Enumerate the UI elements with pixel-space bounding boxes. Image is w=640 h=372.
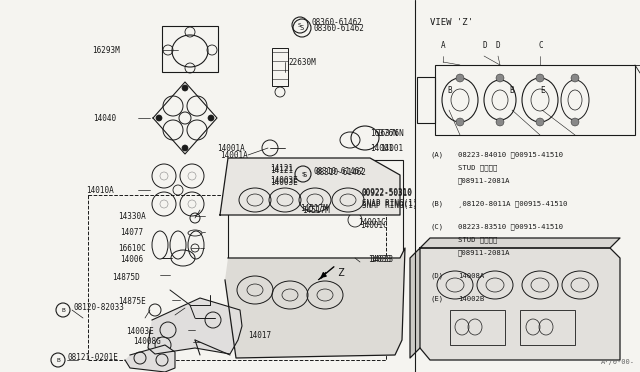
Polygon shape xyxy=(125,345,175,372)
Polygon shape xyxy=(420,248,620,360)
Text: S: S xyxy=(301,171,305,176)
Text: 00922-50310: 00922-50310 xyxy=(362,189,413,198)
Text: 14006: 14006 xyxy=(120,256,143,264)
Text: 14003E: 14003E xyxy=(126,327,154,337)
Text: Ⓚ08911-2081A: Ⓚ08911-2081A xyxy=(458,178,511,184)
Text: 14517M: 14517M xyxy=(302,205,330,215)
Bar xyxy=(162,26,218,72)
Polygon shape xyxy=(420,238,620,248)
Text: 14002B: 14002B xyxy=(458,296,484,302)
Text: 14517M: 14517M xyxy=(300,203,328,212)
Text: 14121: 14121 xyxy=(270,166,293,174)
Text: 16376N: 16376N xyxy=(376,128,404,138)
Text: SNAP RING(1): SNAP RING(1) xyxy=(362,201,417,209)
Text: ¸08120-8011A Ⓜ00915-41510: ¸08120-8011A Ⓜ00915-41510 xyxy=(458,201,568,207)
Polygon shape xyxy=(318,272,326,280)
Polygon shape xyxy=(220,158,400,215)
Text: 08121-0201E: 08121-0201E xyxy=(68,353,119,362)
Text: D: D xyxy=(495,41,500,50)
Text: A·/0·00-: A·/0·00- xyxy=(601,359,635,365)
Text: 14001: 14001 xyxy=(370,144,393,153)
Ellipse shape xyxy=(208,115,214,121)
Text: 08120-82033: 08120-82033 xyxy=(73,304,124,312)
Text: 14008A: 14008A xyxy=(458,273,484,279)
Text: B: B xyxy=(56,357,60,362)
Polygon shape xyxy=(410,248,420,358)
Text: 14001: 14001 xyxy=(380,144,403,153)
Text: 14033: 14033 xyxy=(368,256,391,264)
Text: S: S xyxy=(298,22,302,28)
Bar xyxy=(520,310,575,345)
Text: 14003E: 14003E xyxy=(270,177,298,186)
Text: 08360-61462: 08360-61462 xyxy=(311,17,362,26)
Text: 08310-61462: 08310-61462 xyxy=(314,167,365,176)
Text: S: S xyxy=(300,25,304,31)
Text: STUD スタッド: STUD スタッド xyxy=(458,237,497,243)
Text: 16293M: 16293M xyxy=(92,45,120,55)
Text: 08310-61462: 08310-61462 xyxy=(316,167,367,176)
Text: 08223-84010 Ⓜ00915-41510: 08223-84010 Ⓜ00915-41510 xyxy=(458,152,563,158)
Text: B: B xyxy=(447,86,452,94)
Ellipse shape xyxy=(496,118,504,126)
Text: Z: Z xyxy=(337,268,344,278)
Text: (A): (A) xyxy=(430,152,443,158)
Text: C: C xyxy=(538,41,543,50)
Text: (E): (E) xyxy=(430,296,443,302)
Ellipse shape xyxy=(536,74,544,82)
Text: (C): (C) xyxy=(430,224,443,230)
Text: 14010A: 14010A xyxy=(86,186,114,195)
Text: A: A xyxy=(441,41,446,50)
Text: VIEW 'Z': VIEW 'Z' xyxy=(430,17,473,26)
Text: E: E xyxy=(540,86,545,94)
Bar xyxy=(272,48,288,86)
Text: 14001A: 14001A xyxy=(217,144,244,153)
Bar xyxy=(417,77,435,123)
Ellipse shape xyxy=(182,145,188,151)
Text: 14875E: 14875E xyxy=(118,298,146,307)
Text: 14017: 14017 xyxy=(248,330,271,340)
Polygon shape xyxy=(148,298,242,354)
Text: 14001C: 14001C xyxy=(360,221,388,230)
Text: SNAP RING(1): SNAP RING(1) xyxy=(362,199,417,208)
Ellipse shape xyxy=(571,118,579,126)
Text: 14003E: 14003E xyxy=(270,176,298,185)
Text: 14001A: 14001A xyxy=(220,151,248,160)
Text: 14008G: 14008G xyxy=(133,337,161,346)
Bar xyxy=(88,195,386,360)
Ellipse shape xyxy=(156,115,162,121)
Text: Ⓚ08911-2081A: Ⓚ08911-2081A xyxy=(458,250,511,256)
Text: 08223-83510 Ⓜ00915-41510: 08223-83510 Ⓜ00915-41510 xyxy=(458,224,563,230)
Ellipse shape xyxy=(571,74,579,82)
Polygon shape xyxy=(225,248,405,358)
Ellipse shape xyxy=(456,74,464,82)
Text: D: D xyxy=(482,41,487,50)
Text: 00922-50310: 00922-50310 xyxy=(362,187,413,196)
Bar xyxy=(435,65,635,135)
Text: 14121: 14121 xyxy=(270,164,293,173)
Text: 08360-61462: 08360-61462 xyxy=(314,23,365,32)
Text: 14077: 14077 xyxy=(120,228,143,237)
Text: (D): (D) xyxy=(430,273,443,279)
Text: 16610C: 16610C xyxy=(118,244,146,253)
Text: (B): (B) xyxy=(430,201,443,207)
Bar xyxy=(228,160,403,258)
Text: 14001C: 14001C xyxy=(358,218,386,227)
Ellipse shape xyxy=(456,118,464,126)
Text: S: S xyxy=(303,172,307,178)
Text: 14875D: 14875D xyxy=(112,273,140,282)
Text: 14040: 14040 xyxy=(93,113,116,122)
Ellipse shape xyxy=(182,85,188,91)
Text: 14033: 14033 xyxy=(370,256,393,264)
Text: B: B xyxy=(61,308,65,312)
Ellipse shape xyxy=(536,118,544,126)
Text: 14330A: 14330A xyxy=(118,212,146,221)
Text: 22630M: 22630M xyxy=(288,58,316,67)
Bar xyxy=(450,310,505,345)
Ellipse shape xyxy=(496,74,504,82)
Text: STUD スタッド: STUD スタッド xyxy=(458,165,497,171)
Text: 16376N: 16376N xyxy=(370,128,397,138)
Text: B: B xyxy=(509,86,515,94)
